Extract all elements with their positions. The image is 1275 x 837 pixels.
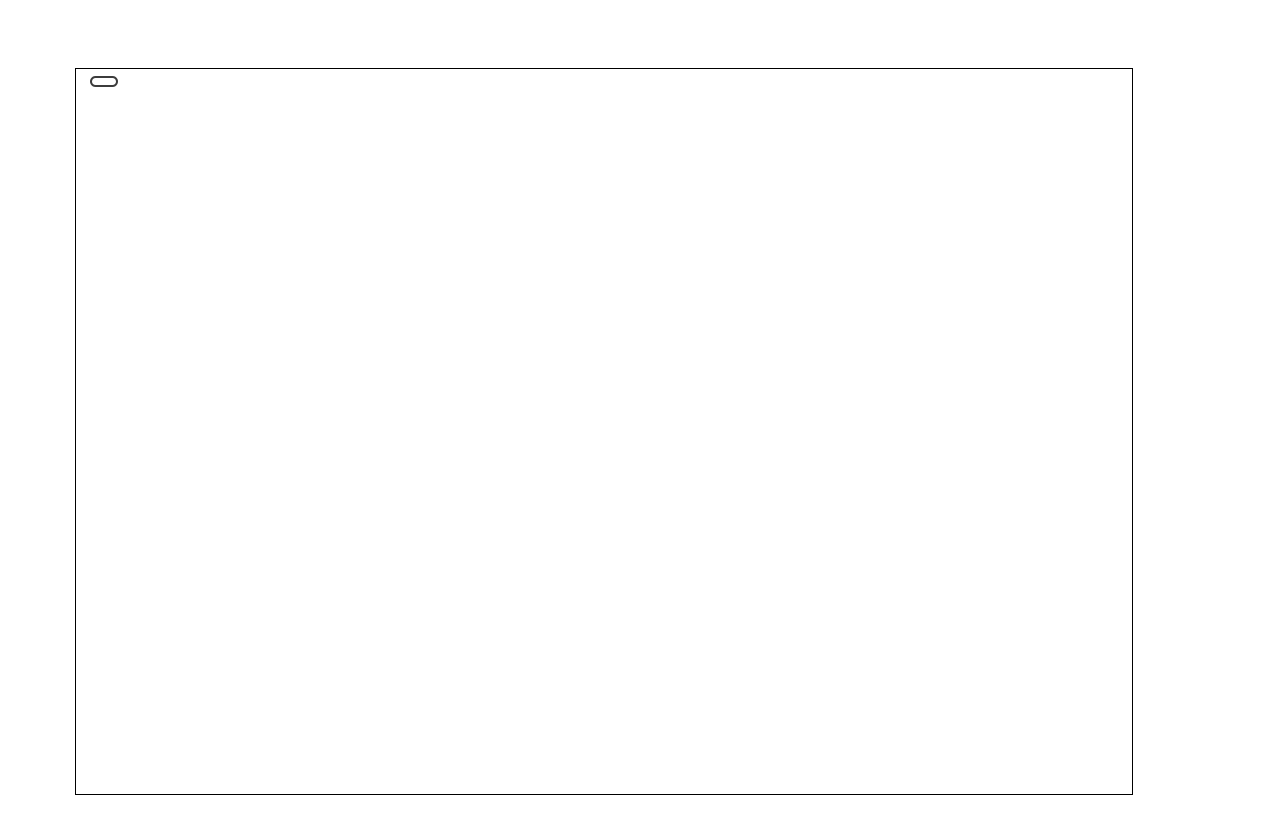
map-plot-area [75,68,1133,795]
max-wind-badge [90,76,118,87]
colorbar [1150,182,1270,707]
vorticity-map [76,69,1131,793]
